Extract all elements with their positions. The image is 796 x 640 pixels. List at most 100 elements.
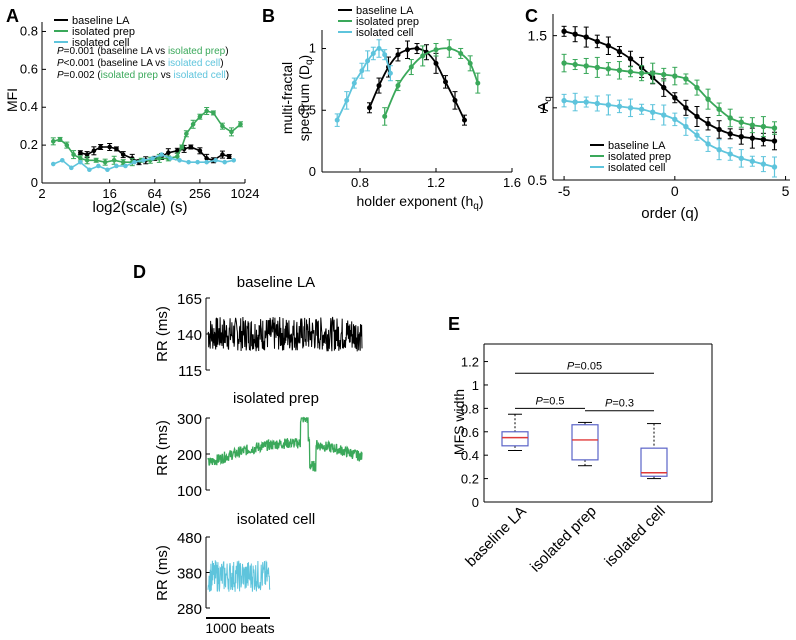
data-point — [694, 132, 700, 138]
legend-label-0: baseline LA — [356, 5, 414, 17]
data-point — [114, 163, 119, 169]
d-y-tick-label: 140 — [177, 327, 202, 344]
a-x-tick-label: 256 — [189, 186, 211, 201]
series-line-0 — [368, 47, 466, 121]
data-point — [452, 97, 458, 103]
a-xlabel: log2(scale) (s) — [92, 199, 187, 216]
data-point — [120, 159, 126, 165]
e-box-2 — [640, 447, 668, 477]
data-point — [446, 46, 452, 52]
c-ylabel: Aq — [535, 96, 554, 112]
data-point — [672, 116, 678, 123]
d-plot-area: 165 140 115 300 200 100 480 380 280 — [177, 291, 363, 619]
data-point — [771, 125, 778, 131]
legend-label-0: baseline LA — [72, 15, 130, 27]
a-x-tick-label: 16 — [102, 186, 116, 201]
a-plot-area: 2 16 64 256 1024 0 0.2 0.4 0.6 0.8 — [20, 22, 259, 201]
data-point — [462, 117, 467, 123]
data-point — [749, 122, 756, 128]
data-point — [433, 60, 439, 66]
a-annotation-3: P=0.002 (isolated prep vs isolated cell) — [57, 70, 229, 81]
a-y-tick-label: 0 — [31, 175, 38, 190]
data-point — [132, 159, 137, 165]
e-x-tick-label: baseline LA — [462, 503, 529, 570]
data-point — [760, 136, 767, 143]
d-y-tick-label: 280 — [177, 601, 202, 618]
d-title-2: isolated prep — [233, 390, 319, 407]
a-y-tick-label: 0.2 — [20, 137, 38, 152]
legend-label-1: isolated prep — [608, 151, 671, 163]
data-point — [351, 80, 357, 86]
data-point — [605, 102, 612, 108]
b-x-tick-label: 1.2 — [427, 175, 445, 190]
data-point — [222, 159, 227, 165]
data-point — [749, 135, 756, 141]
b-x-tick-label: 1.6 — [503, 175, 521, 190]
e-comparison-label: P=0.05 — [567, 360, 602, 372]
a-annotation-1: P=0.001 (baseline LA vs isolated prep) — [57, 46, 229, 57]
data-point — [467, 60, 473, 66]
data-point — [561, 28, 567, 35]
data-point — [91, 148, 97, 154]
data-point — [186, 159, 191, 165]
e-y-tick-label: 1.2 — [461, 355, 479, 370]
data-point — [760, 123, 767, 130]
data-point — [705, 121, 711, 127]
a-x-tick-label: 2 — [38, 186, 45, 201]
data-point — [96, 163, 101, 169]
data-point — [594, 64, 600, 71]
d-ylabel-3: RR (ms) — [154, 545, 171, 601]
e-box-0 — [501, 431, 529, 447]
b-y-tick-label: 0.5 — [298, 102, 316, 117]
data-point — [370, 50, 376, 56]
data-point — [414, 46, 420, 52]
data-point — [561, 60, 567, 66]
data-point — [195, 159, 200, 165]
data-point — [102, 159, 108, 165]
data-point — [120, 152, 126, 157]
data-point — [616, 67, 623, 73]
data-point — [749, 158, 756, 164]
data-point — [738, 155, 744, 162]
a-y-tick-label: 0.4 — [20, 99, 38, 114]
data-point — [738, 133, 744, 140]
data-point — [220, 152, 225, 157]
data-point — [716, 146, 722, 153]
d-xlabel: 1000 beats — [205, 620, 274, 636]
data-point — [98, 144, 103, 150]
d-trace-0 — [207, 316, 363, 352]
data-point — [93, 157, 99, 163]
data-point — [627, 56, 634, 62]
data-point — [107, 144, 112, 150]
a-annotation-2: P<0.001 (baseline LA vs isolated cell) — [57, 58, 224, 69]
b-x-tick-label: 0.8 — [351, 175, 369, 190]
data-point — [395, 83, 401, 89]
panel-d: baseline LA isolated prep isolated cell … — [154, 274, 363, 636]
d-ylabel-1: RR (ms) — [154, 306, 171, 362]
data-point — [672, 73, 678, 79]
data-point — [78, 156, 83, 161]
panel-label-e: E — [448, 314, 460, 334]
legend-label-2: isolated cell — [356, 27, 413, 39]
data-point — [190, 121, 196, 127]
data-point — [156, 156, 162, 161]
data-point — [64, 142, 70, 148]
panel-b: multi-fractal spectrum (Dq) holder expon… — [279, 5, 521, 212]
data-point — [204, 108, 209, 114]
data-point — [365, 58, 371, 64]
data-point — [716, 126, 722, 133]
legend-label-1: isolated prep — [72, 26, 135, 38]
d-trace-1 — [207, 416, 363, 472]
data-point — [168, 156, 173, 161]
data-point — [197, 148, 203, 154]
e-x-tick-label: isolated cell — [601, 503, 668, 570]
d-y-tick-label: 100 — [177, 483, 202, 500]
data-point — [84, 157, 90, 163]
data-point — [561, 97, 567, 104]
data-point — [661, 112, 667, 118]
data-point — [204, 159, 209, 165]
